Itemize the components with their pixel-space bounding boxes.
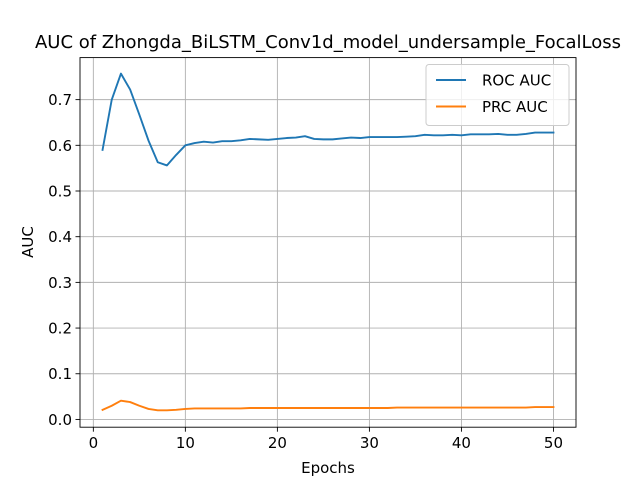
y-tick-label: 0.5 xyxy=(48,183,72,201)
y-tick-label: 0.4 xyxy=(48,228,72,246)
y-tick-label: 0.3 xyxy=(48,274,72,292)
x-tick-label: 30 xyxy=(360,434,379,452)
x-tick-label: 0 xyxy=(89,434,99,452)
x-tick-label: 40 xyxy=(452,434,471,452)
legend-label-roc: ROC AUC xyxy=(482,72,551,90)
legend-label-prc: PRC AUC xyxy=(482,98,548,116)
y-tick-label: 0.2 xyxy=(48,320,72,338)
series-lines xyxy=(101,72,555,412)
x-tick-label: 10 xyxy=(176,434,195,452)
chart-title: AUC of Zhongda_BiLSTM_Conv1d_model_under… xyxy=(35,32,621,53)
series-line-prc-auc xyxy=(101,399,555,412)
y-tick-label: 0.0 xyxy=(48,411,72,429)
x-tick-label: 20 xyxy=(268,434,287,452)
y-tick-label: 0.1 xyxy=(48,365,72,383)
x-axis-title: Epochs xyxy=(301,459,355,477)
x-tick-label: 50 xyxy=(544,434,563,452)
y-axis-title: AUC xyxy=(19,226,37,258)
series-line-roc-auc xyxy=(101,72,555,167)
plot-frame xyxy=(79,57,577,428)
legend: ROC AUC PRC AUC xyxy=(425,64,570,126)
y-tick-label: 0.6 xyxy=(48,137,72,155)
axis-ticks: 0 10 20 30 40 50 0.0 0.1 0.2 0.3 0.4 0.5 0.6 0.7 xyxy=(48,91,563,452)
y-tick-label: 0.7 xyxy=(48,91,72,109)
